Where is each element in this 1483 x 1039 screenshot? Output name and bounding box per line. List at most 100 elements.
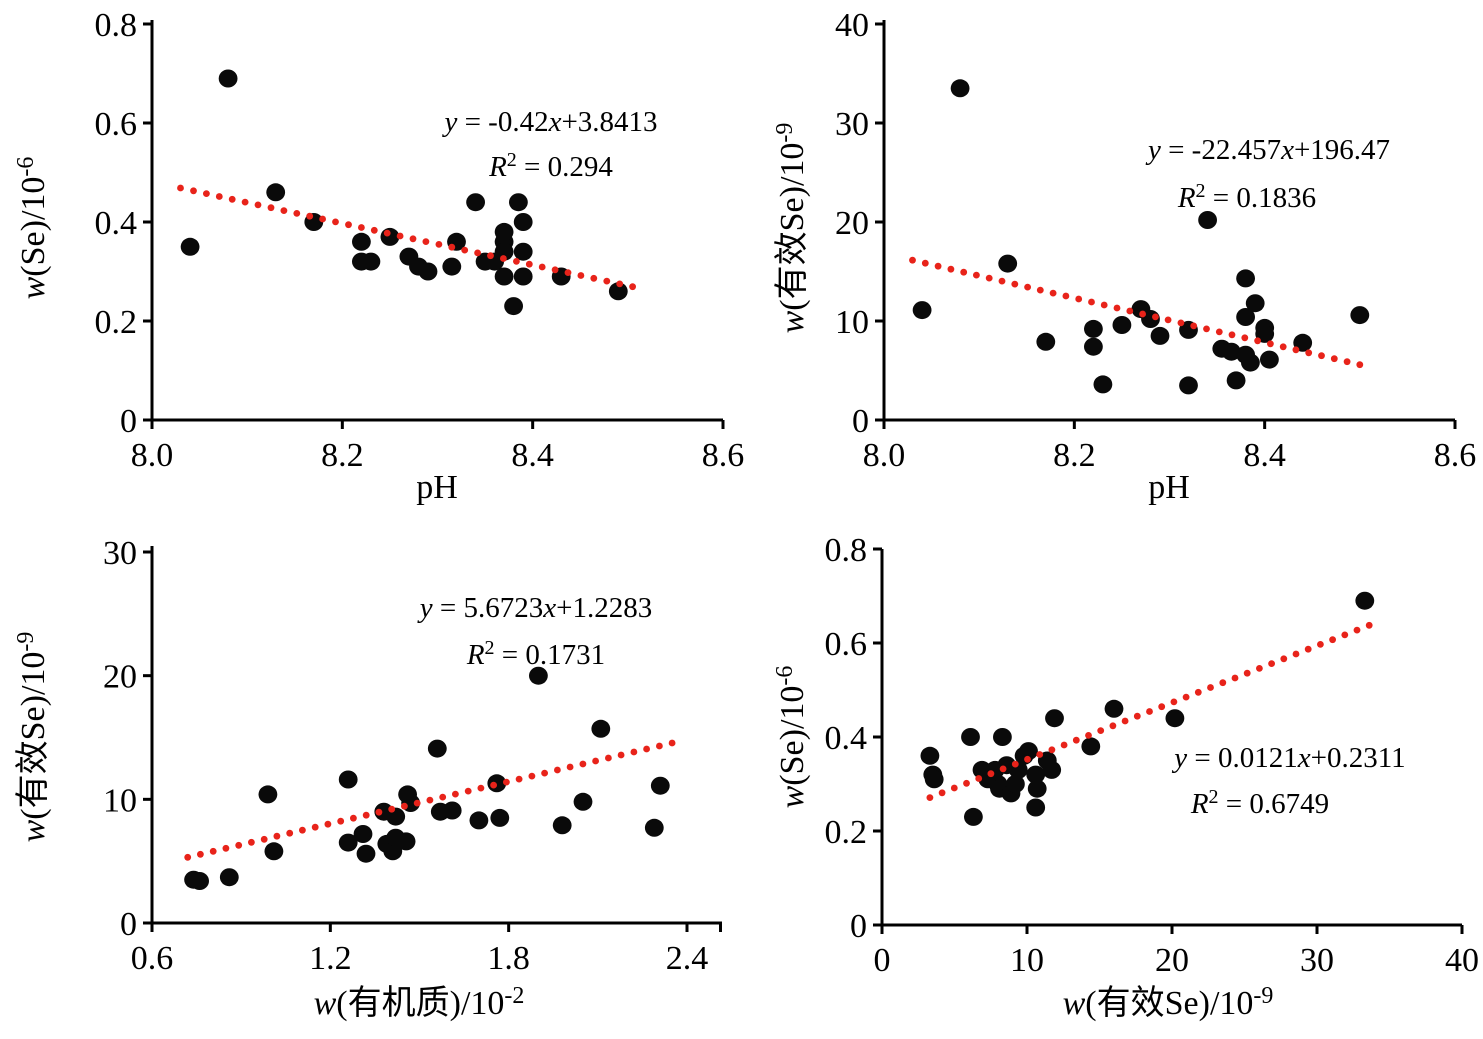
trend-dot (1228, 331, 1236, 339)
trend-dot (319, 215, 326, 223)
x-tick-label: 0.6 (131, 940, 174, 977)
trend-dot (1267, 340, 1274, 348)
trend-dot (528, 772, 536, 780)
data-point (1241, 353, 1260, 372)
trend-dot (577, 272, 585, 279)
y-tick-label: 30 (103, 535, 137, 572)
trend-dot (603, 277, 611, 285)
trend-dot (396, 232, 404, 240)
trend-dot (1365, 621, 1373, 629)
trend-dot (985, 274, 993, 282)
trend-dot (1024, 283, 1031, 291)
data-point (264, 842, 284, 861)
data-point (383, 842, 403, 861)
data-points (180, 69, 628, 316)
trend-dot (1329, 636, 1336, 644)
trend-dot (1048, 746, 1056, 754)
trend-dot (1121, 717, 1129, 725)
data-point (1198, 211, 1217, 229)
x-tick-label: 8.6 (1434, 437, 1477, 474)
data-point (442, 257, 462, 276)
trend-dot (566, 763, 574, 771)
trendline (177, 184, 636, 291)
x-axis-label: pH (1148, 469, 1190, 506)
x-tick-label: 40 (1445, 942, 1479, 979)
data-point (1026, 798, 1046, 817)
x-tick-label: 8.2 (1053, 437, 1096, 474)
x-tick-label: 1.2 (309, 940, 352, 977)
r-squared-label: R2 = 0.1836 (1177, 180, 1316, 214)
y-axis-label: w(Se)/10-6 (772, 666, 811, 809)
trend-dot (1268, 660, 1275, 667)
data-point (494, 222, 514, 241)
trend-dot (448, 243, 456, 251)
trend-dot (1109, 722, 1117, 730)
data-point (1236, 308, 1255, 326)
trend-dot (1330, 355, 1338, 363)
x-tick-label: 0 (874, 942, 891, 979)
data-point (180, 237, 200, 256)
trend-dot (439, 793, 447, 801)
trend-dot (1317, 641, 1324, 648)
chart-se-vs-ph: 8.0 8.2 8.4 8.6 0 0.2 0.4 0.6 0.8 pH w(Se)/10-6 y =… (13, 7, 744, 506)
data-point (466, 193, 485, 212)
y-axis-label: w(Se)/10-6 (13, 157, 52, 300)
trend-dot (616, 280, 624, 288)
data-point (513, 213, 533, 231)
trend-dot (1215, 328, 1223, 336)
data-point (219, 868, 239, 887)
trend-dot (1254, 337, 1261, 345)
data-point (258, 785, 278, 804)
trend-dot (934, 262, 942, 270)
data-point (361, 252, 381, 271)
trend-dot (1292, 650, 1300, 658)
trend-dot (1164, 316, 1172, 324)
trend-dot (487, 252, 494, 260)
x-axis-label: pH (416, 469, 458, 506)
data-point (529, 666, 548, 685)
y-tick-label: 10 (103, 782, 137, 819)
trend-dot (1036, 751, 1044, 758)
data-point (352, 232, 371, 251)
trend-dot (1011, 280, 1019, 288)
trend-dot (513, 258, 520, 265)
trend-dot (947, 265, 955, 273)
trend-dot (228, 195, 236, 203)
data-point (950, 79, 970, 98)
data-point (1236, 269, 1255, 288)
trend-dot (1190, 322, 1198, 330)
y-tick-label: 0.6 (95, 106, 138, 143)
trend-dot (998, 277, 1006, 285)
r-squared-label: R2 = 0.1731 (466, 637, 605, 671)
data-point (1006, 775, 1025, 793)
trend-dot (921, 259, 929, 267)
trend-dot (1158, 703, 1166, 711)
trend-dot (909, 256, 916, 264)
data-point (573, 792, 593, 811)
data-point (509, 193, 528, 212)
trend-dot (1100, 301, 1108, 309)
y-tick-label: 20 (103, 659, 137, 696)
data-points (184, 666, 670, 890)
trend-dot (1085, 732, 1092, 739)
trend-dot (1182, 693, 1190, 701)
y-tick-label: 0.8 (95, 7, 138, 44)
trend-dot (1243, 669, 1251, 677)
data-point (1104, 699, 1124, 718)
data-point (1081, 737, 1101, 756)
trend-dot (1097, 727, 1105, 734)
trend-dot (938, 789, 946, 797)
trend-dot (490, 781, 497, 789)
trend-dot (617, 751, 625, 759)
data-point (356, 844, 376, 863)
trend-dot (950, 784, 958, 792)
x-tick-label: 8.4 (1243, 437, 1286, 474)
trend-dot (605, 754, 612, 762)
data-point (266, 183, 286, 202)
y-tick-label: 10 (835, 304, 869, 341)
data-point (494, 267, 514, 286)
data-point (338, 770, 358, 789)
data-point (1165, 709, 1185, 728)
trend-dot (350, 814, 357, 822)
trend-dot (538, 263, 546, 271)
